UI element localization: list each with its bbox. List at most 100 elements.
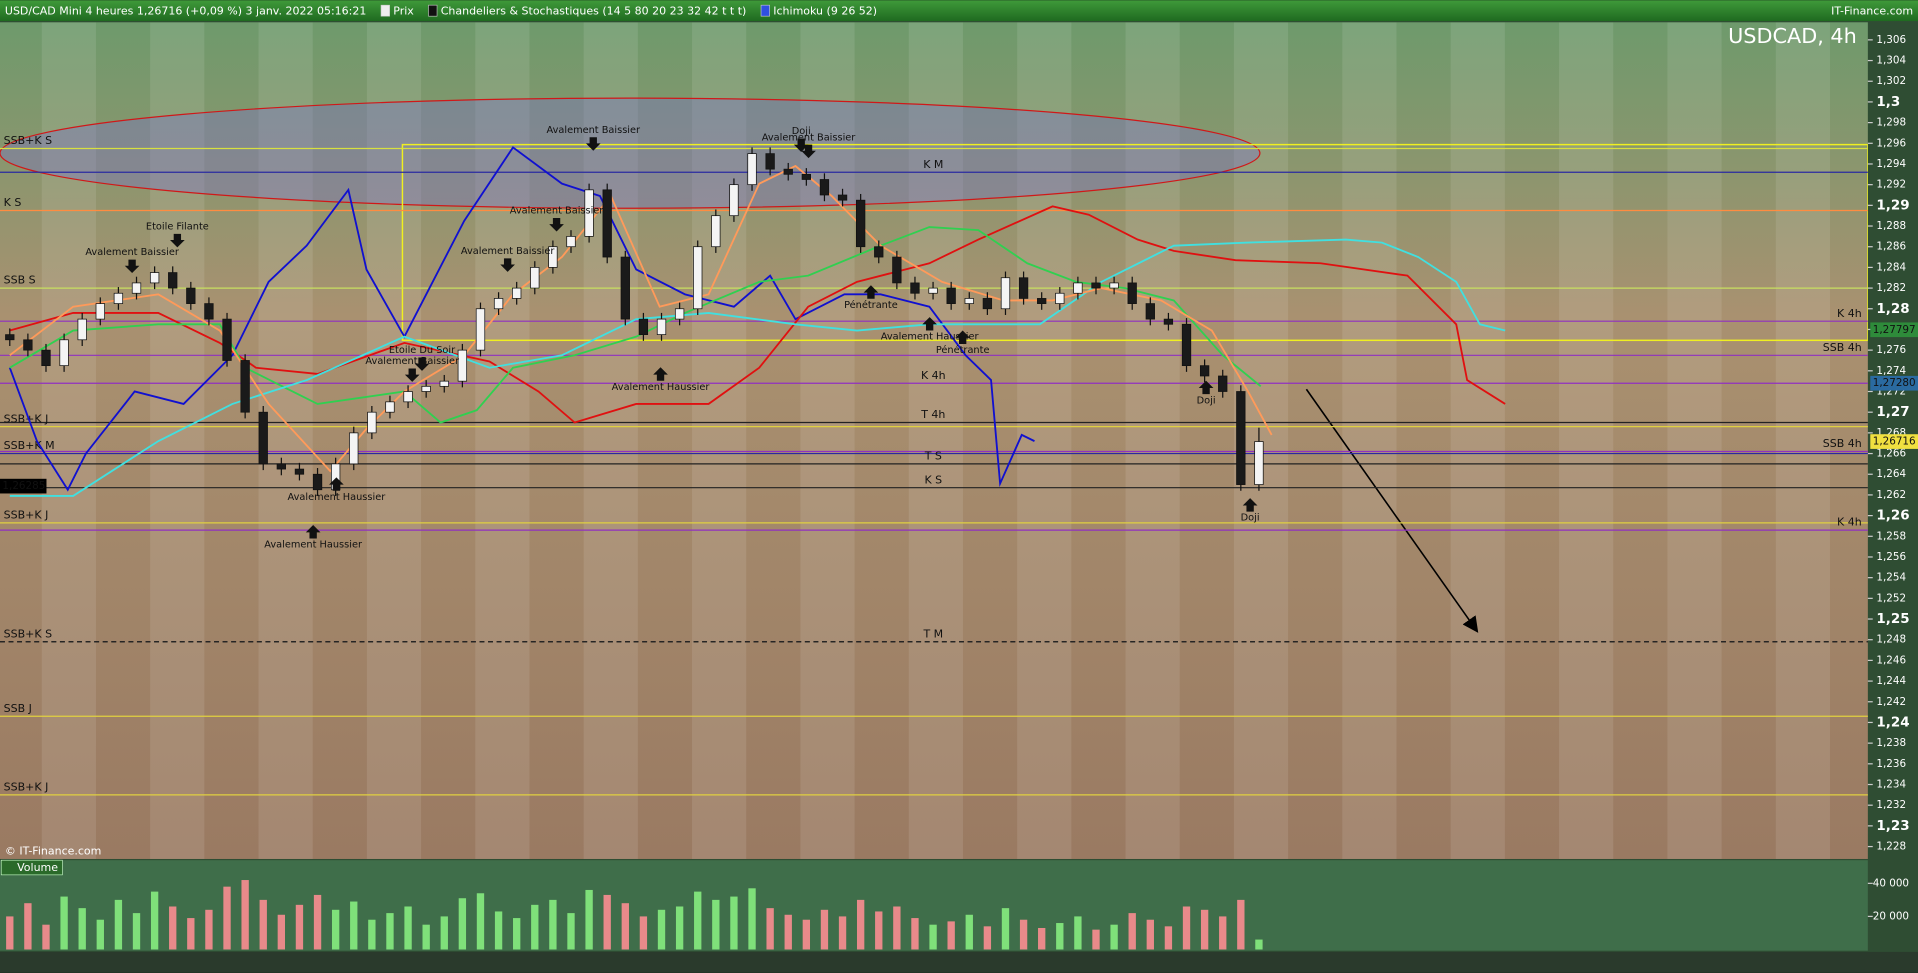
level-label: K M: [923, 158, 943, 171]
x-axis: [0, 951, 1918, 973]
candle-body: [548, 246, 558, 268]
candle-body: [674, 308, 685, 320]
volume-bar: [1255, 939, 1263, 950]
level-label: SSB 4h: [1823, 341, 1862, 354]
pattern-label: Avalement Baissier: [762, 132, 857, 143]
pattern-arrow: [801, 144, 816, 159]
candle-body: [95, 303, 105, 320]
candle-body: [982, 298, 993, 310]
volume-bar: [1074, 916, 1082, 950]
candle-body: [1127, 282, 1137, 304]
candle-body: [421, 385, 431, 392]
volume-bar: [1110, 924, 1118, 950]
legend-item: Ichimoku (9 26 52): [773, 4, 877, 17]
candle-body: [620, 256, 630, 320]
candle-body: [59, 339, 69, 367]
volume-bar: [331, 909, 340, 950]
candle-body: [385, 401, 395, 413]
candle-body: [349, 432, 359, 465]
ichimoku-line: [9, 205, 1506, 424]
candle-body: [1218, 375, 1228, 392]
pattern-label: Avalement Haussier: [264, 540, 363, 551]
y-tick-label: 1,268: [1876, 427, 1906, 439]
y-tick-label: 1,254: [1876, 572, 1906, 584]
y-tick-label: 1,244: [1876, 675, 1906, 687]
pattern-arrow: [1198, 380, 1214, 395]
pattern-arrow: [1242, 498, 1258, 512]
level-label: K 4h: [921, 369, 946, 382]
candle-body: [1018, 277, 1029, 299]
pattern-arrow: [585, 137, 601, 151]
y-tick-label: 1,304: [1876, 55, 1906, 67]
volume-bar: [911, 918, 919, 950]
volume-bar: [223, 886, 231, 950]
price-marker-label: 1,26285: [2, 480, 45, 492]
day-band: [1450, 22, 1505, 859]
legend-swatch: [428, 4, 438, 17]
volume-bar: [1038, 927, 1046, 950]
volume-bar: [205, 909, 213, 950]
volume-bar: [24, 903, 32, 950]
pattern-arrow: [170, 233, 185, 248]
volume-bar: [513, 918, 521, 950]
candle-body: [77, 318, 87, 341]
volume-bar: [42, 924, 50, 950]
day-band: [41, 22, 96, 859]
candle-body: [693, 246, 703, 310]
header-source: IT-Finance.com: [1831, 4, 1913, 17]
symbol-label: USDCAD, 4h: [1728, 24, 1857, 48]
legend-swatch: [380, 4, 390, 17]
candle-body: [530, 267, 540, 289]
volume-bar: [132, 913, 141, 950]
volume-bar: [295, 904, 304, 950]
y-tick-label: 1,284: [1876, 261, 1906, 273]
volume-bar: [766, 908, 774, 950]
volume-bar: [386, 913, 394, 950]
volume-tick-label: 20 000: [1873, 910, 1909, 922]
volume-bar: [820, 909, 829, 950]
volume-bar: [549, 899, 557, 950]
candle-body: [1254, 441, 1264, 485]
candle-body: [638, 318, 649, 335]
candle-body: [186, 287, 196, 304]
y-tick-label: 1,292: [1876, 179, 1906, 191]
pattern-arrow: [955, 330, 971, 344]
y-tick-label: 1,276: [1876, 344, 1906, 356]
highlight-rect: [401, 143, 1868, 342]
pattern-label: Avalement Baissier: [461, 246, 556, 257]
pattern-label: Doji: [1241, 513, 1260, 524]
level-label: T 4h: [920, 408, 945, 421]
pattern-label: Avalement Baissier: [510, 206, 605, 217]
level-label: SSB S: [4, 274, 36, 287]
candle-body: [747, 153, 757, 186]
candle-body: [1199, 365, 1210, 377]
pattern-label: Avalement Haussier: [612, 382, 711, 393]
y-tick-label: 1,282: [1876, 282, 1906, 294]
price-marker-label: 1,27280: [1873, 377, 1916, 389]
candle-body: [1055, 292, 1065, 304]
pattern-label: Avalement Baissier: [85, 247, 180, 258]
ichimoku-line: [8, 146, 1035, 492]
candle-body: [656, 318, 667, 335]
candle-body: [1091, 282, 1101, 289]
volume-bar: [494, 911, 503, 950]
day-band: [475, 22, 530, 859]
candle-body: [168, 272, 178, 289]
candle-body: [294, 468, 305, 475]
volume-bar: [875, 911, 883, 950]
volume-bar: [1056, 923, 1064, 950]
candle-body: [457, 349, 468, 382]
level-label: SSB J: [4, 702, 32, 715]
pattern-arrow: [329, 477, 344, 491]
highlight-ellipse: [0, 97, 1261, 209]
y-tick-label: 1,256: [1876, 551, 1906, 563]
pattern-arrow: [124, 259, 140, 274]
volume-bar: [585, 889, 593, 950]
pattern-arrow: [305, 525, 321, 539]
day-band: [366, 22, 422, 859]
volume-bar: [694, 891, 702, 950]
volume-bar: [712, 899, 720, 950]
candle-body: [1037, 298, 1047, 304]
y-tick-label: 1,298: [1876, 117, 1906, 129]
